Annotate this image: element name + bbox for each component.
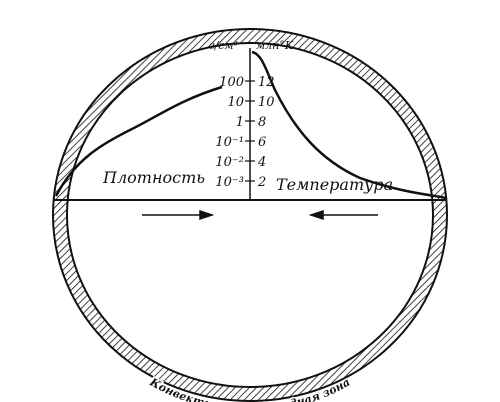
temperature-unit: млн°К (256, 39, 294, 52)
density-curve (54, 85, 223, 197)
temperature-curve (251, 50, 447, 200)
density-tick-label: 100 (219, 75, 244, 90)
density-tick-label: 10⁻³ (215, 175, 244, 190)
tick-labels: 100 10 1 10⁻¹ 10⁻² 10⁻³ (215, 75, 244, 190)
temperature-tick-label: 10 (258, 95, 275, 110)
density-label: Плотность (102, 168, 205, 187)
temperature-tick-label: 8 (258, 115, 266, 130)
temperature-tick-label: 6 (258, 135, 266, 150)
density-tick-label: 10 (227, 95, 244, 110)
temperature-label: Температура (276, 175, 393, 194)
temperature-tick-label: 2 (257, 175, 266, 190)
axis-ticks (245, 80, 255, 182)
density-tick-label: 10⁻¹ (215, 135, 244, 150)
density-tick-label: 1 (236, 115, 244, 130)
hatched-ring (51, 28, 449, 402)
tick-labels: 12 10 8 6 4 2 (257, 75, 275, 190)
density-unit: г/см³ (209, 39, 238, 52)
temperature-tick-label: 4 (257, 155, 266, 170)
temperature-tick-label: 12 (258, 75, 275, 90)
density-tick-label: 10⁻² (215, 155, 244, 170)
arrows (142, 209, 378, 221)
